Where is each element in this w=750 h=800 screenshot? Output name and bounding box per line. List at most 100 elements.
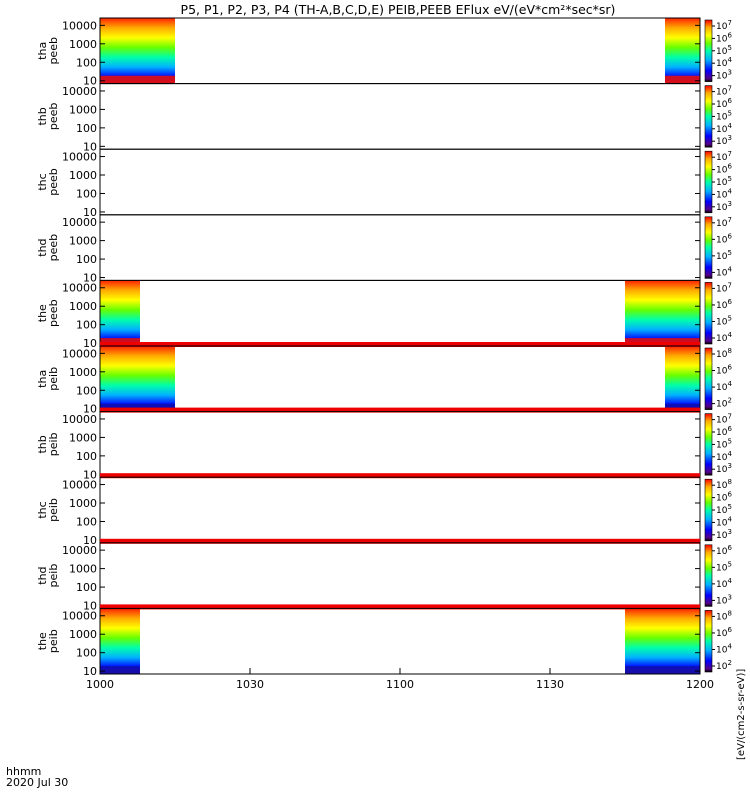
colorbar-tick-label: 104 [716,265,732,278]
panel-label-product: peib [47,498,60,522]
y-tick-label: 1000 [69,169,97,182]
colorbar-tick-label: 103 [716,134,732,147]
chart-title: P5, P1, P2, P3, P4 (TH-A,B,C,D,E) PEIB,P… [181,2,616,17]
colorbar-tick-label: 103 [716,528,732,541]
y-tick-label: 10000 [62,85,97,98]
y-tick-label: 10 [83,206,97,219]
colorbar-tick-label: 107 [716,19,732,32]
colorbar-tick-label: 103 [716,69,732,82]
colorbar-tick-label: 105 [716,175,732,188]
colorbar-tick-label: 106 [716,425,732,438]
colorbar [704,216,713,279]
panel-label-product: peib [47,564,60,588]
y-tick-label: 1000 [69,103,97,116]
colorbar [704,413,713,476]
y-tick-label: 10 [83,403,97,416]
panel-label-probe: tha [36,42,49,60]
panel-frame [99,279,701,347]
y-tick-label: 1000 [69,563,97,576]
panel-frame [99,607,701,675]
spectrogram-low-energy-strip [100,75,175,84]
colorbar-tick-label: 105 [716,560,732,573]
red-band [100,407,700,413]
y-tick-label: 10000 [62,544,97,557]
colorbar-tick-label: 108 [716,347,732,360]
red-band [100,342,700,347]
colorbar-tick-label: 103 [716,462,732,475]
panel-label-product: peib [47,629,60,653]
y-tick-label: 1000 [69,366,97,379]
panel-label-probe: thd [36,566,49,584]
spectrogram-block [625,280,700,346]
panel-frame [99,214,701,281]
y-tick-label: 1000 [69,497,97,510]
colorbar-tick-label: 106 [716,298,732,311]
colorbar-tick-label: 106 [716,364,732,377]
panel-label-product: peeb [47,103,60,131]
y-tick-label: 100 [76,647,97,660]
colorbar-tick-label: 105 [716,44,732,57]
panel-label-probe: tha [36,370,49,388]
x-tick-label: 1200 [686,678,714,691]
spectrogram-block [100,346,175,412]
spectrogram-block [665,346,700,412]
x-tick-label: 1130 [536,678,564,691]
colorbar [704,610,713,673]
panel-frame [99,148,701,216]
colorbar [704,19,713,82]
x-axis-label-hhmm: hhmm [6,765,41,778]
colorbar-tick-label: 102 [716,659,732,672]
colorbar-tick-label: 104 [716,642,732,655]
colorbar-tick-label: 104 [716,331,732,344]
spectrogram-block [665,18,700,84]
spectrogram-block [100,18,175,84]
y-tick-label: 10 [83,665,97,678]
y-tick-label: 1000 [69,628,97,641]
colorbar [704,150,713,214]
colorbar-tick-label: 105 [716,109,732,122]
y-tick-label: 10 [83,600,97,613]
y-tick-label: 10 [83,75,97,88]
colorbar-tick-label: 106 [716,31,732,44]
y-tick-label: 10000 [62,347,97,360]
panel-label-probe: thb [36,107,49,125]
spectrogram-block [100,608,140,674]
colorbar-tick-label: 106 [716,544,732,557]
panel-frame [99,17,701,85]
colorbar-tick-label: 105 [716,249,732,262]
y-tick-label: 100 [76,122,97,135]
panel-label-product: peeb [47,168,60,196]
colorbar-tick-label: 108 [716,609,732,622]
colorbar-tick-label: 106 [716,97,732,110]
x-axis-label-date: 2020 Jul 30 [6,776,68,789]
panel-label-probe: thb [36,435,49,453]
colorbar-tick-label: 104 [716,122,732,135]
y-tick-label: 10000 [62,216,97,229]
colorbar-tick-label: 104 [716,515,732,528]
panel-frame [99,83,701,150]
panel-label-probe: thc [36,173,49,190]
x-axis: 1000 1030 1100 1130 1200 [86,668,714,691]
y-tick-label: 100 [76,581,97,594]
colorbar-tick-label: 104 [716,577,732,590]
y-tick-label: 1000 [69,300,97,313]
y-tick-label: 10000 [62,610,97,623]
x-tick-label: 1000 [86,678,114,691]
colorbar-tick-label: 103 [716,200,732,213]
y-tick-label: 100 [76,450,97,463]
colorbar-tick-label: 106 [716,163,732,176]
colorbar-tick-label: 107 [716,413,732,426]
colorbar-tick-label: 106 [716,232,732,245]
y-tick-label: 1000 [69,431,97,444]
panel-label-probe: the [36,632,49,650]
colorbar-tick-label: 107 [716,85,732,98]
colorbar [704,85,713,148]
panel-label-probe: the [36,304,49,322]
red-band [100,604,700,610]
